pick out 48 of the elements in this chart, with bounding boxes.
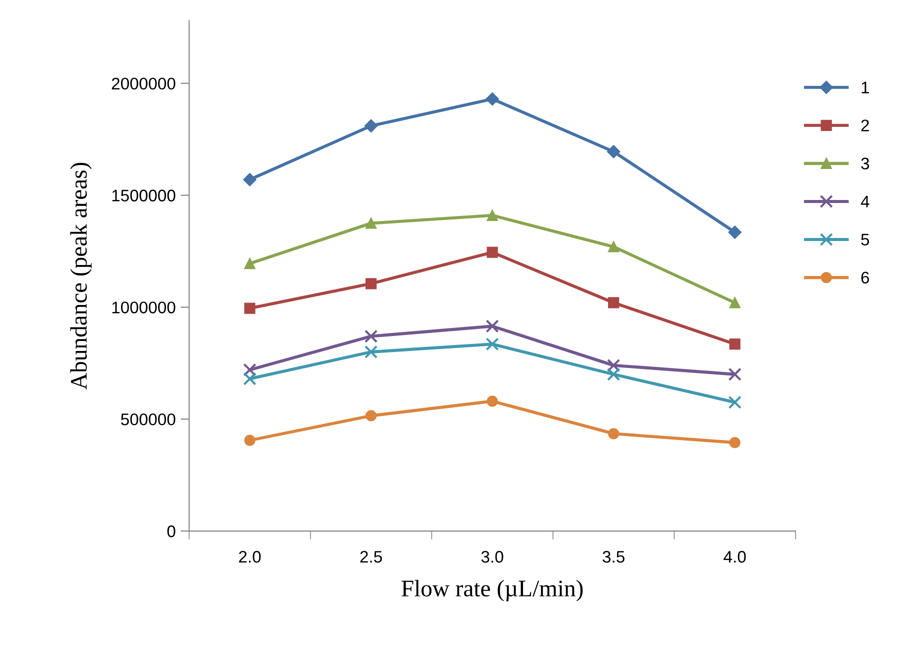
point [364,345,378,359]
x-axis-title: Flow rate (µL/min) [402,580,583,602]
y-tick-label: 1000000 [112,302,176,314]
point [486,92,499,106]
point [365,218,377,229]
point [486,396,498,407]
legend-label: 1 [862,82,869,94]
point [364,119,378,132]
y-tick-label: 500000 [121,413,176,426]
point [486,210,498,221]
point [608,241,620,252]
x-tick-label: 2.5 [360,550,382,563]
y-tick-label: 2000000 [112,78,176,90]
point [243,173,256,186]
point [728,396,742,409]
point [244,258,256,270]
point [728,368,742,381]
legend-label: 2 [861,120,869,132]
point [364,330,378,343]
point [728,226,742,239]
y-axis-title: Abundance (peak areas) [70,162,92,390]
x-tick-label: 3.0 [481,550,504,563]
point [606,358,620,372]
x-tick-label: 4.0 [724,550,746,563]
point [244,302,256,314]
x-tick-label: 3.5 [602,550,624,563]
legend-label: 4 [860,196,870,208]
legend-label: 3 [861,158,870,170]
point [244,434,256,446]
y-tick-label: 0 [167,525,176,538]
legend-label: 5 [861,234,870,246]
point [729,437,740,448]
point [365,410,377,422]
point [729,297,740,308]
point [243,372,256,386]
point [365,278,377,290]
point [486,246,498,258]
point [608,428,620,440]
point [243,363,256,376]
point [607,145,620,158]
point [486,338,499,351]
y-tick-label: 1500000 [112,190,176,202]
legend-label: 6 [861,272,870,284]
x-tick-label: 2.0 [239,550,261,563]
point [729,338,740,350]
point [486,320,499,333]
point [606,368,620,381]
point [608,297,620,308]
